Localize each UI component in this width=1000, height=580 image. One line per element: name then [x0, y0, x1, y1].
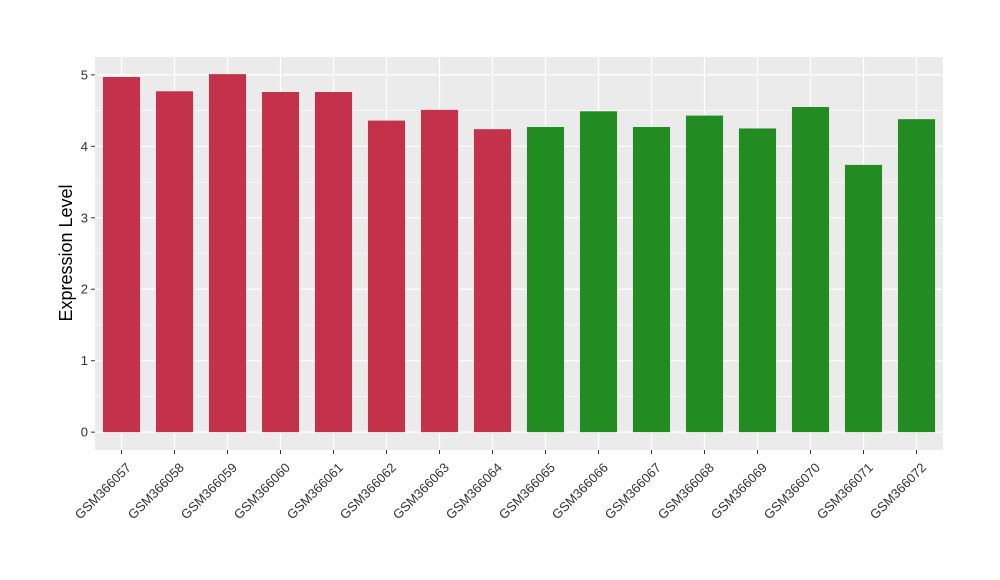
bar-GSM366057 [102, 77, 141, 433]
bar-GSM366066 [579, 111, 618, 433]
bar-GSM366069 [738, 128, 777, 433]
bar-GSM366063 [420, 109, 459, 433]
y-tick-label: 1 [81, 353, 88, 368]
y-axis-title: Expression Level [56, 184, 76, 321]
bar-GSM366064 [473, 129, 512, 433]
bar-GSM366072 [897, 119, 936, 433]
x-tick-label: GSM366072 [867, 460, 929, 522]
y-axis: 0 1 2 3 4 5 [81, 67, 95, 440]
bar-GSM366059 [208, 74, 247, 433]
bar-GSM366067 [632, 127, 671, 433]
bar-GSM366068 [685, 115, 724, 433]
bar-GSM366061 [314, 92, 353, 433]
bar-GSM366065 [526, 127, 565, 433]
bar-GSM366060 [261, 92, 300, 433]
x-axis: GSM366057GSM366058GSM366059GSM366060GSM3… [72, 450, 929, 522]
bar-GSM366062 [367, 120, 406, 433]
y-tick-label: 5 [81, 67, 88, 82]
y-tick-label: 0 [81, 425, 88, 440]
bar-GSM366071 [844, 164, 883, 433]
y-tick-label: 4 [81, 139, 88, 154]
bar-GSM366058 [155, 91, 194, 433]
bars [102, 74, 936, 433]
y-tick-label: 2 [81, 282, 88, 297]
y-tick-label: 3 [81, 210, 88, 225]
bar-GSM366070 [791, 107, 830, 433]
